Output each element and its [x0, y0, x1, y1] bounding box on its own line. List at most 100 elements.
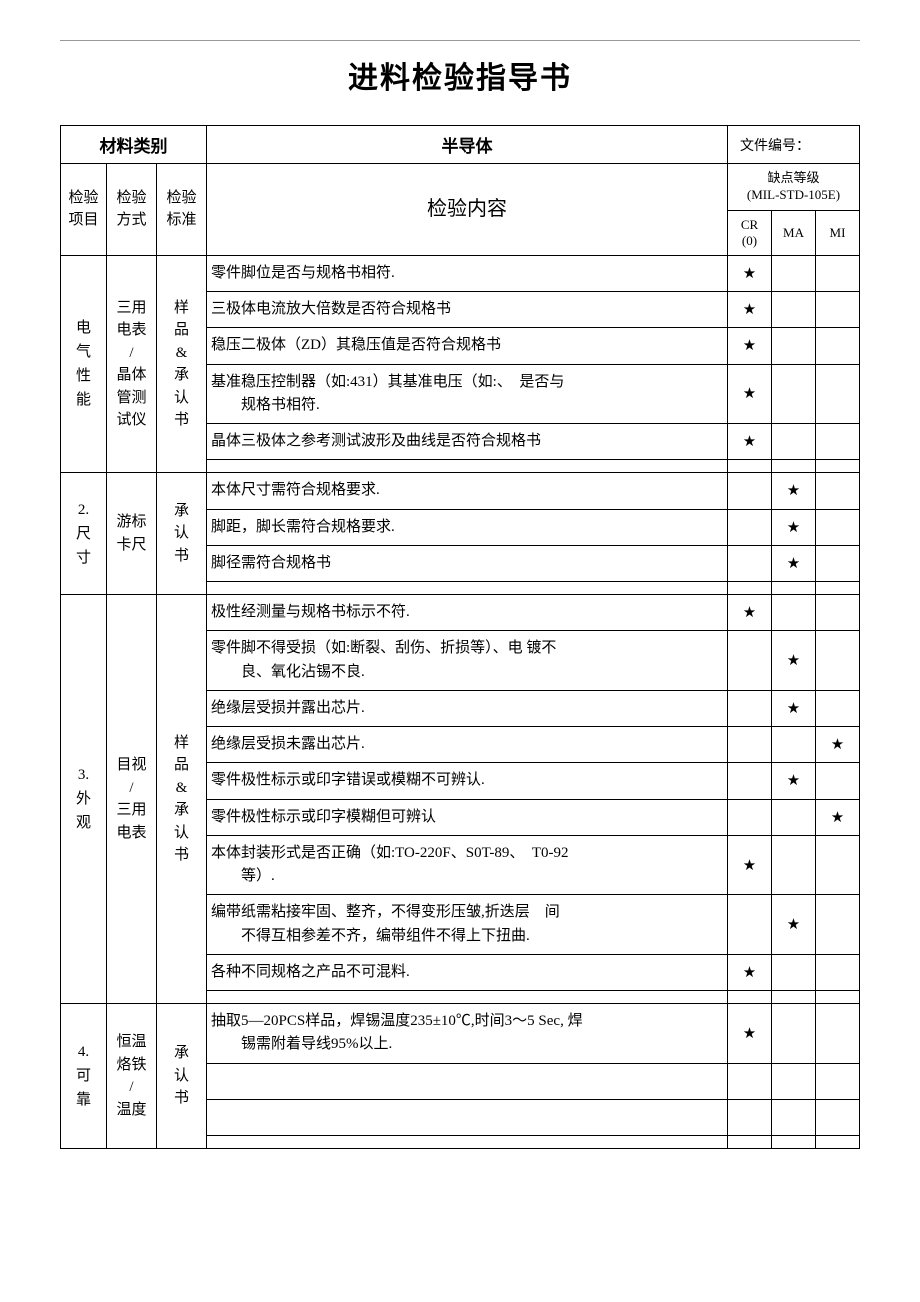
mi-cell — [816, 1063, 860, 1099]
section-standard: 样品&承认书 — [157, 595, 207, 1004]
material-type: 半导体 — [207, 126, 728, 164]
mi-cell — [816, 631, 860, 691]
ma-cell: ★ — [772, 895, 816, 955]
top-rule — [60, 40, 860, 41]
ma-cell — [772, 1063, 816, 1099]
content-cell: 零件极性标示或印字模糊但可辨认 — [207, 799, 728, 835]
ma-cell: ★ — [772, 690, 816, 726]
ma-cell — [772, 364, 816, 424]
cr-cell — [728, 1099, 772, 1135]
cr-cell: ★ — [728, 595, 772, 631]
mi-cell — [816, 1099, 860, 1135]
section-item: 电气性能 — [61, 255, 107, 473]
section-method: 目视/三用电表 — [107, 595, 157, 1004]
section-standard: 样品&承认书 — [157, 255, 207, 473]
ma-cell: ★ — [772, 545, 816, 581]
table-row: 2.尺寸游标卡尺承认书本体尺寸需符合规格要求.★ — [61, 473, 860, 509]
doc-title: 进料检验指导书 — [60, 53, 860, 97]
mi-cell — [816, 954, 860, 990]
content-cell: 抽取5—20PCS样品，焊锡温度235±10℃,时间3～5 Sec, 焊锡需附着… — [207, 1004, 728, 1064]
cr-cell: ★ — [728, 255, 772, 291]
mi-cell — [816, 690, 860, 726]
cr-cell: ★ — [728, 835, 772, 895]
ma-cell — [772, 595, 816, 631]
material-category-label: 材料类别 — [61, 126, 207, 164]
col-grade-header: 缺点等级 (MIL-STD-105E) — [728, 164, 860, 211]
cr-cell — [728, 763, 772, 799]
section-method: 恒温烙铁/温度 — [107, 1004, 157, 1149]
section-method: 游标卡尺 — [107, 473, 157, 595]
col-cr: CR (0) — [728, 210, 772, 255]
cr-cell — [728, 509, 772, 545]
ma-cell — [772, 255, 816, 291]
cr-cell — [728, 690, 772, 726]
ma-cell — [772, 727, 816, 763]
grade-title: 缺点等级 — [767, 170, 819, 185]
cr-label: CR — [741, 217, 758, 232]
ma-cell — [772, 954, 816, 990]
cr-cell — [728, 895, 772, 955]
ma-cell — [772, 292, 816, 328]
cr-cell: ★ — [728, 954, 772, 990]
section-item: 3.外观 — [61, 595, 107, 1004]
col-ma: MA — [772, 210, 816, 255]
content-cell: 绝缘层受损未露出芯片. — [207, 727, 728, 763]
mi-cell — [816, 595, 860, 631]
ma-cell — [772, 424, 816, 460]
section-item: 2.尺寸 — [61, 473, 107, 595]
inspection-table: 材料类别 半导体 文件编号： 检验项目 检验方式 检验标准 检验内容 缺点等级 … — [60, 125, 860, 1149]
doc-number-label: 文件编号： — [728, 126, 860, 164]
mi-cell — [816, 895, 860, 955]
mi-cell — [816, 255, 860, 291]
content-cell — [207, 1063, 728, 1099]
content-cell: 本体尺寸需符合规格要求. — [207, 473, 728, 509]
cr-cell — [728, 799, 772, 835]
mi-cell — [816, 424, 860, 460]
ma-cell — [772, 1004, 816, 1064]
content-cell: 晶体三极体之参考测试波形及曲线是否符合规格书 — [207, 424, 728, 460]
mi-cell: ★ — [816, 799, 860, 835]
cr-cell — [728, 545, 772, 581]
cr-cell — [728, 631, 772, 691]
content-cell: 基准稳压控制器（如:431）其基准电压（如:、 是否与规格书相符. — [207, 364, 728, 424]
mi-cell — [816, 835, 860, 895]
mi-cell — [816, 1004, 860, 1064]
content-cell: 各种不同规格之产品不可混料. — [207, 954, 728, 990]
cr-cell: ★ — [728, 364, 772, 424]
col-method: 检验方式 — [107, 164, 157, 256]
ma-cell: ★ — [772, 473, 816, 509]
mi-cell — [816, 292, 860, 328]
ma-cell: ★ — [772, 763, 816, 799]
content-cell: 本体封装形式是否正确（如:TO-220F、S0T-89、 T0-92等）. — [207, 835, 728, 895]
content-cell: 脚径需符合规格书 — [207, 545, 728, 581]
cr-cell: ★ — [728, 424, 772, 460]
content-cell: 极性经测量与规格书标示不符. — [207, 595, 728, 631]
cr-sub: (0) — [742, 233, 757, 248]
mi-cell — [816, 545, 860, 581]
col-standard: 检验标准 — [157, 164, 207, 256]
content-cell: 绝缘层受损并露出芯片. — [207, 690, 728, 726]
col-item: 检验项目 — [61, 164, 107, 256]
mi-cell — [816, 763, 860, 799]
ma-cell — [772, 328, 816, 364]
content-cell — [207, 1099, 728, 1135]
content-cell: 稳压二极体（ZD）其稳压值是否符合规格书 — [207, 328, 728, 364]
col-content: 检验内容 — [207, 164, 728, 256]
col-header-row-1: 检验项目 检验方式 检验标准 检验内容 缺点等级 (MIL-STD-105E) — [61, 164, 860, 211]
mi-cell — [816, 364, 860, 424]
cr-cell: ★ — [728, 328, 772, 364]
ma-cell — [772, 1099, 816, 1135]
cr-cell — [728, 473, 772, 509]
ma-cell — [772, 835, 816, 895]
section-method: 三用电表/晶体管测试仪 — [107, 255, 157, 473]
mi-cell: ★ — [816, 727, 860, 763]
ma-cell — [772, 799, 816, 835]
mi-cell — [816, 473, 860, 509]
table-row: 4.可靠恒温烙铁/温度承认书抽取5—20PCS样品，焊锡温度235±10℃,时间… — [61, 1004, 860, 1064]
section-item: 4.可靠 — [61, 1004, 107, 1149]
content-cell: 零件极性标示或印字错误或模糊不可辨认. — [207, 763, 728, 799]
table-row: 3.外观目视/三用电表样品&承认书极性经测量与规格书标示不符.★ — [61, 595, 860, 631]
grade-sub: (MIL-STD-105E) — [747, 187, 840, 202]
table-row: 电气性能三用电表/晶体管测试仪样品&承认书零件脚位是否与规格书相符.★ — [61, 255, 860, 291]
content-cell: 编带纸需粘接牢固、整齐，不得变形压皱,折迭层 间不得互相参差不齐，编带组件不得上… — [207, 895, 728, 955]
